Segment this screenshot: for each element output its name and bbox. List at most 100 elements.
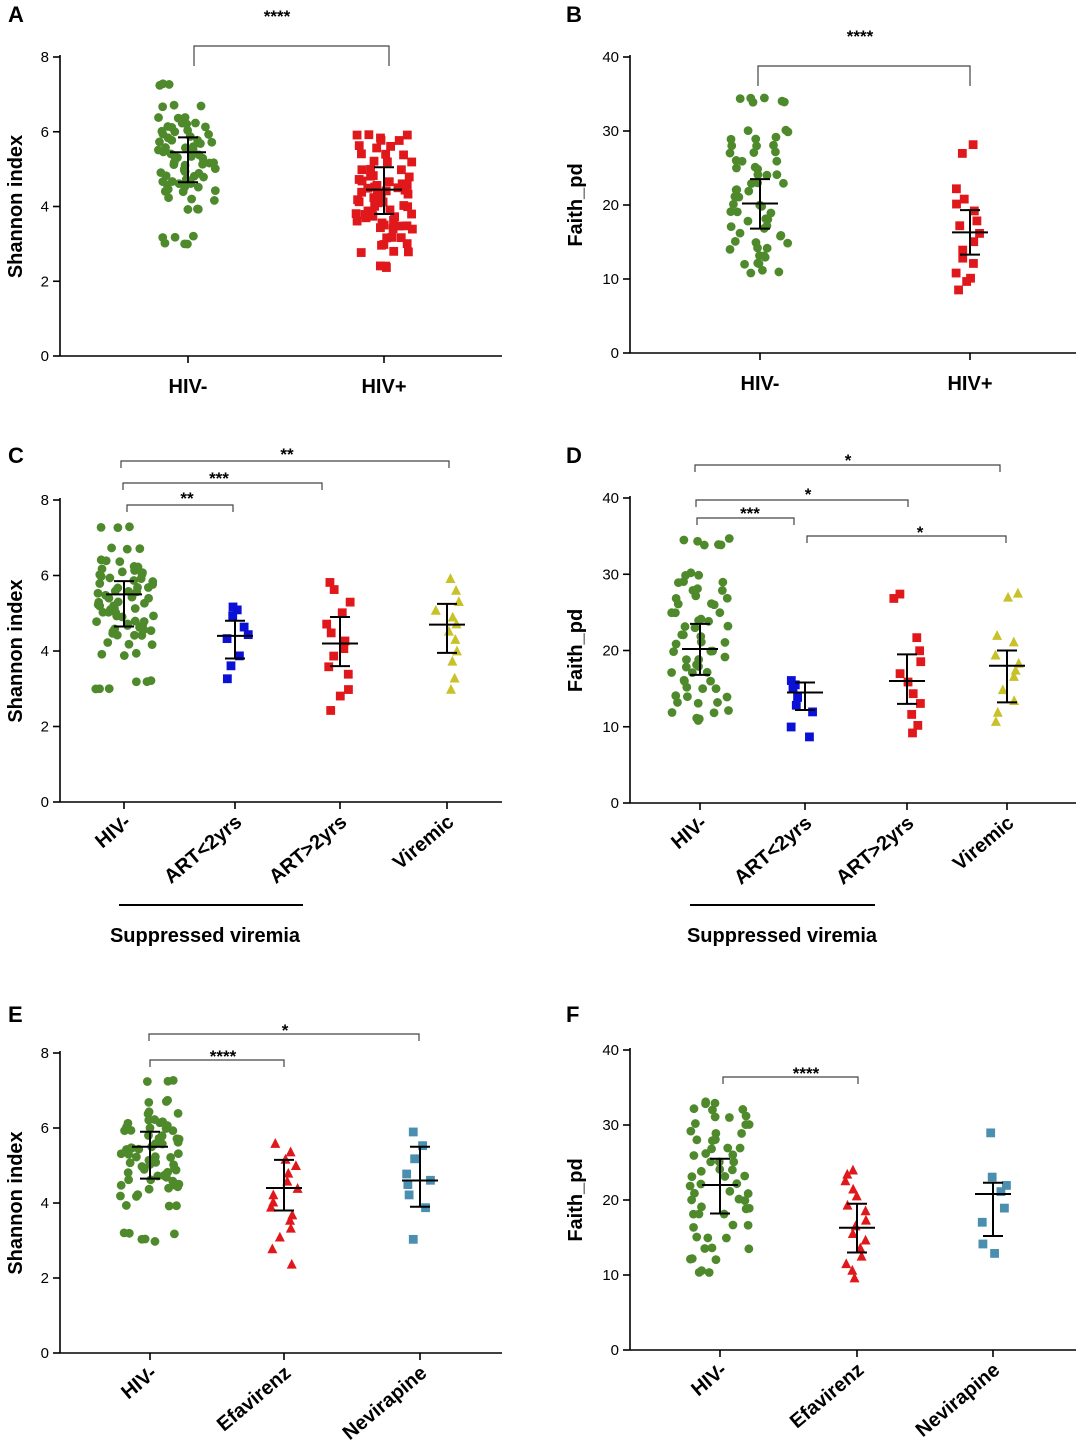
- data-point: [402, 181, 412, 190]
- data-point: [708, 1105, 717, 1115]
- data-point: [693, 536, 702, 546]
- y-tick-label: 6: [41, 1120, 49, 1137]
- data-point: [324, 662, 334, 672]
- data-point: [783, 238, 793, 248]
- error-bar: [402, 1145, 438, 1208]
- data-point: [150, 1237, 160, 1246]
- error-bar: [952, 209, 988, 256]
- data-point: [1008, 636, 1019, 647]
- y-axis-label: Shannon index: [5, 579, 27, 722]
- data-point: [707, 1144, 716, 1154]
- data-point: [329, 651, 339, 661]
- data-point: [402, 221, 412, 231]
- data-point: [130, 630, 139, 640]
- data-point: [447, 655, 458, 666]
- data-point: [149, 611, 158, 621]
- data-point: [710, 1112, 720, 1122]
- error-bar: [787, 681, 823, 711]
- data-point: [285, 1146, 296, 1157]
- data-point: [140, 1234, 150, 1244]
- data-point: [724, 534, 734, 543]
- data-point: [357, 165, 367, 175]
- data-point: [139, 617, 149, 626]
- panel-F: F 0 10 20 30 40 Faith_pd HIV- Efavirenz Nevirapin…: [565, 1002, 1076, 1442]
- data-point: [711, 1128, 721, 1138]
- data-point: [381, 261, 391, 271]
- data-point: [201, 122, 210, 132]
- data-point: [451, 584, 462, 595]
- data-point: [379, 240, 389, 249]
- series-HIV-: [685, 1097, 754, 1277]
- data-point: [373, 189, 382, 199]
- data-point: [731, 185, 741, 195]
- data-point: [986, 1128, 996, 1138]
- data-point: [351, 209, 361, 219]
- data-point: [354, 141, 364, 151]
- error-bar: [170, 136, 206, 184]
- significance-bracket: *: [148, 1021, 420, 1041]
- data-point: [744, 1203, 754, 1213]
- data-point: [451, 618, 462, 629]
- data-point: [125, 522, 134, 532]
- data-point: [266, 1201, 277, 1212]
- error-bar: [839, 1202, 875, 1254]
- data-point: [352, 216, 362, 226]
- data-point: [732, 1179, 742, 1189]
- data-point: [722, 593, 732, 603]
- significance-bracket: ***: [122, 469, 323, 490]
- data-point: [969, 237, 979, 247]
- data-point: [283, 1167, 294, 1178]
- data-point: [761, 214, 771, 224]
- data-point: [372, 143, 382, 153]
- y-tick-label: 0: [41, 348, 49, 365]
- data-point: [222, 634, 232, 644]
- data-point: [723, 621, 733, 631]
- error-bar: [106, 580, 142, 628]
- series-HIV-: [725, 93, 793, 278]
- data-point: [728, 1220, 738, 1230]
- data-point: [1009, 695, 1020, 706]
- data-point: [726, 222, 736, 232]
- data-point: [720, 638, 730, 647]
- data-point: [697, 1202, 706, 1212]
- data-point: [704, 1268, 714, 1277]
- data-point: [402, 130, 412, 140]
- data-point: [849, 1272, 860, 1283]
- data-point: [848, 1183, 859, 1194]
- data-point: [958, 245, 968, 255]
- data-point: [977, 1217, 987, 1227]
- data-point: [124, 1175, 133, 1185]
- y-tick-label: 8: [41, 49, 49, 66]
- y-tick-label: 10: [602, 719, 619, 736]
- data-point: [710, 1098, 720, 1108]
- data-point: [951, 184, 961, 194]
- x-category-label: ART<2yrs: [730, 812, 816, 889]
- y-tick-label: 10: [602, 1267, 619, 1284]
- data-point: [404, 1190, 414, 1200]
- data-point: [667, 608, 677, 618]
- data-point: [671, 639, 681, 649]
- data-point: [957, 148, 967, 158]
- data-point: [850, 1220, 861, 1231]
- data-point: [357, 149, 366, 159]
- data-point: [847, 1228, 858, 1238]
- data-point: [402, 239, 412, 249]
- data-point: [908, 689, 918, 699]
- data-point: [172, 1134, 182, 1144]
- data-point: [762, 170, 772, 180]
- data-point: [731, 156, 741, 165]
- data-point: [730, 237, 740, 246]
- data-point: [990, 649, 1001, 660]
- data-point: [124, 639, 134, 649]
- data-point: [193, 182, 203, 192]
- data-point: [394, 136, 404, 145]
- data-point: [709, 600, 719, 610]
- data-point: [725, 244, 735, 254]
- data-point: [113, 583, 123, 593]
- data-point: [740, 259, 749, 269]
- data-point: [150, 1115, 160, 1124]
- data-point: [96, 555, 106, 565]
- data-point: [123, 1118, 133, 1128]
- data-point: [164, 1201, 174, 1211]
- group-label: Suppressed viremia: [687, 925, 878, 947]
